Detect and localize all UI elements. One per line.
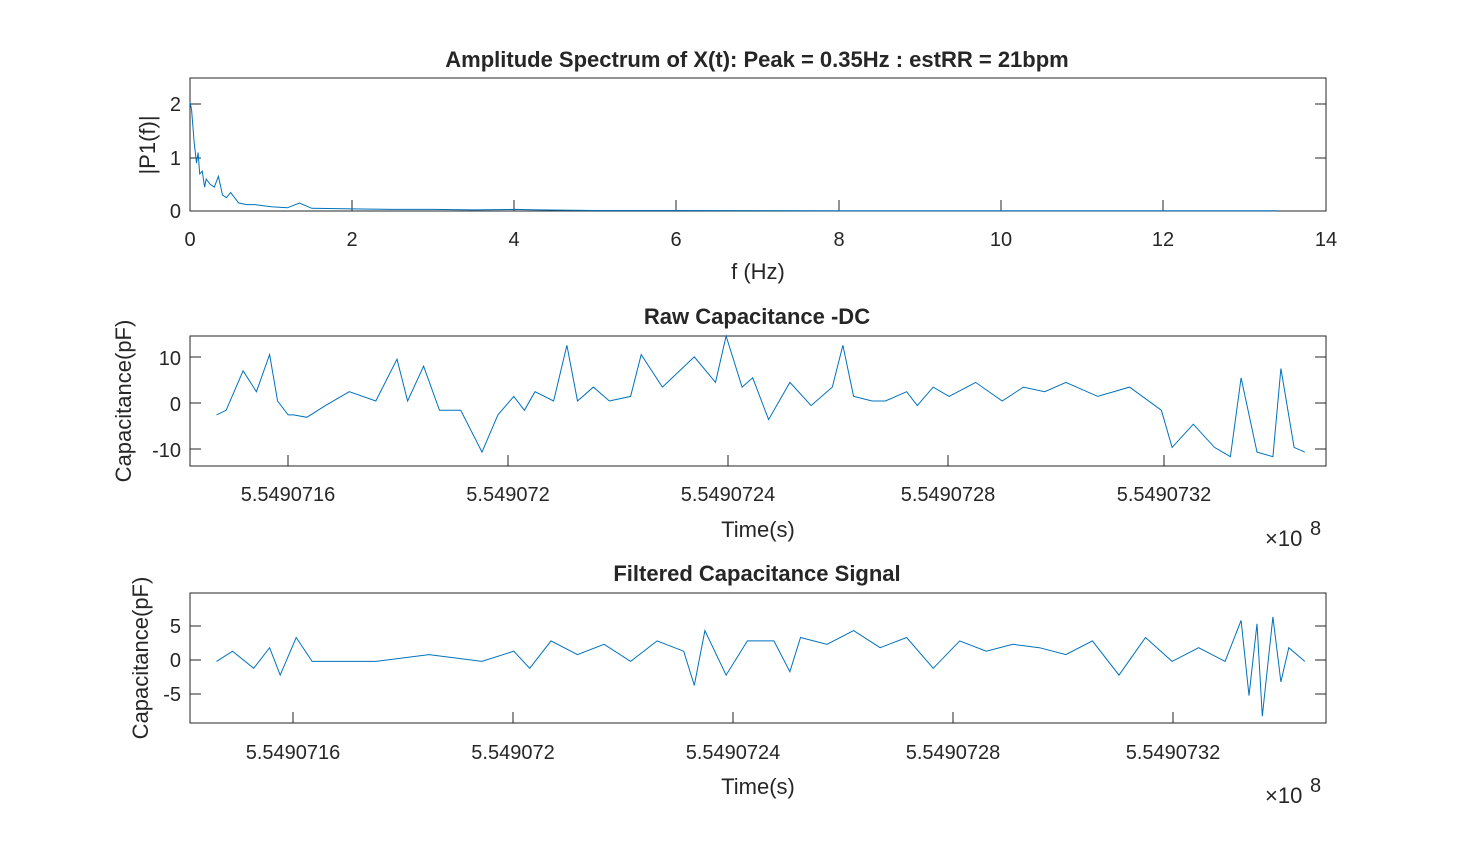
raw-capacitance-title: Raw Capacitance -DC <box>644 304 870 329</box>
spectrum-line <box>189 101 1278 212</box>
raw-capacitance-line <box>216 334 1306 458</box>
spectrum-title: Amplitude Spectrum of X(t): Peak = 0.35H… <box>445 47 1068 72</box>
filtered-capacitance-y-tick-label: 0 <box>170 650 181 672</box>
filtered-capacitance-x-ticks <box>292 712 1174 723</box>
spectrum-x-tick-label: 6 <box>670 229 681 251</box>
filtered-capacitance-x-tick-label: 5.5490716 <box>246 742 341 764</box>
spectrum-y-ticks <box>190 103 1326 212</box>
filtered-capacitance-y-tick-labels: -5 0 5 <box>163 616 181 706</box>
spectrum-x-tick-label: 4 <box>508 229 519 251</box>
raw-capacitance-x-tick-label: 5.5490716 <box>241 484 336 506</box>
raw-capacitance-y-label: Capacitance(pF) <box>111 320 136 483</box>
spectrum-x-tick-label: 12 <box>1152 229 1174 251</box>
raw-capacitance-exponent-base: ×10 <box>1265 526 1302 551</box>
raw-capacitance-x-tick-label: 5.5490728 <box>901 484 996 506</box>
filtered-capacitance-y-ticks <box>190 625 1326 695</box>
filtered-capacitance-panel: Filtered Capacitance Signal 5.5490716 5.… <box>128 561 1327 808</box>
filtered-capacitance-line <box>216 616 1306 717</box>
raw-capacitance-x-tick-label: 5.5490724 <box>681 484 776 506</box>
spectrum-x-label: f (Hz) <box>731 259 785 284</box>
spectrum-x-tick-label: 8 <box>833 229 844 251</box>
spectrum-y-tick-label: 2 <box>170 94 181 116</box>
spectrum-y-tick-label: 0 <box>170 201 181 223</box>
spectrum-y-label: |P1(f)| <box>135 115 160 174</box>
filtered-capacitance-x-tick-label: 5.5490732 <box>1126 742 1221 764</box>
filtered-capacitance-title: Filtered Capacitance Signal <box>613 561 900 586</box>
raw-capacitance-y-ticks <box>190 356 1326 450</box>
spectrum-x-tick-labels: 0 2 4 6 8 10 12 14 <box>184 229 1337 251</box>
spectrum-x-tick-label: 14 <box>1315 229 1337 251</box>
filtered-capacitance-x-tick-label: 5.549072 <box>471 742 554 764</box>
raw-capacitance-y-tick-labels: -10 0 10 <box>152 348 181 462</box>
raw-capacitance-x-tick-labels: 5.5490716 5.549072 5.5490724 5.5490728 5… <box>241 484 1212 506</box>
filtered-capacitance-axes-box <box>189 592 1327 724</box>
filtered-capacitance-y-tick-label: 5 <box>170 616 181 638</box>
spectrum-panel: Amplitude Spectrum of X(t): Peak = 0.35H… <box>135 47 1337 284</box>
spectrum-y-tick-label: 1 <box>170 148 181 170</box>
filtered-capacitance-x-tick-labels: 5.5490716 5.549072 5.5490724 5.5490728 5… <box>246 742 1221 764</box>
raw-capacitance-exponent-power: 8 <box>1310 518 1321 540</box>
filtered-capacitance-x-label: Time(s) <box>721 774 795 799</box>
spectrum-x-tick-label: 10 <box>990 229 1012 251</box>
raw-capacitance-y-tick-label: -10 <box>152 440 181 462</box>
raw-capacitance-x-exponent: ×10 8 <box>1265 518 1321 551</box>
raw-capacitance-panel: Raw Capacitance -DC 5.5490716 5.549072 5… <box>111 304 1327 551</box>
spectrum-y-tick-labels: 0 1 2 <box>170 94 181 223</box>
filtered-capacitance-x-tick-label: 5.5490728 <box>906 742 1001 764</box>
raw-capacitance-x-tick-label: 5.5490732 <box>1117 484 1212 506</box>
filtered-capacitance-y-label: Capacitance(pF) <box>128 577 153 740</box>
spectrum-axes-box <box>189 77 1327 212</box>
raw-capacitance-y-tick-label: 10 <box>159 348 181 370</box>
raw-capacitance-x-label: Time(s) <box>721 517 795 542</box>
raw-capacitance-y-tick-label: 0 <box>170 394 181 416</box>
spectrum-x-tick-label: 0 <box>184 229 195 251</box>
spectrum-x-tick-label: 2 <box>346 229 357 251</box>
filtered-capacitance-exponent-power: 8 <box>1310 775 1321 797</box>
filtered-capacitance-y-tick-label: -5 <box>163 684 181 706</box>
raw-capacitance-x-tick-label: 5.549072 <box>466 484 549 506</box>
raw-capacitance-axes-box <box>189 335 1327 467</box>
raw-capacitance-x-ticks <box>287 455 1165 466</box>
filtered-capacitance-x-tick-label: 5.5490724 <box>686 742 781 764</box>
filtered-capacitance-x-exponent: ×10 8 <box>1265 775 1321 808</box>
filtered-capacitance-exponent-base: ×10 <box>1265 783 1302 808</box>
